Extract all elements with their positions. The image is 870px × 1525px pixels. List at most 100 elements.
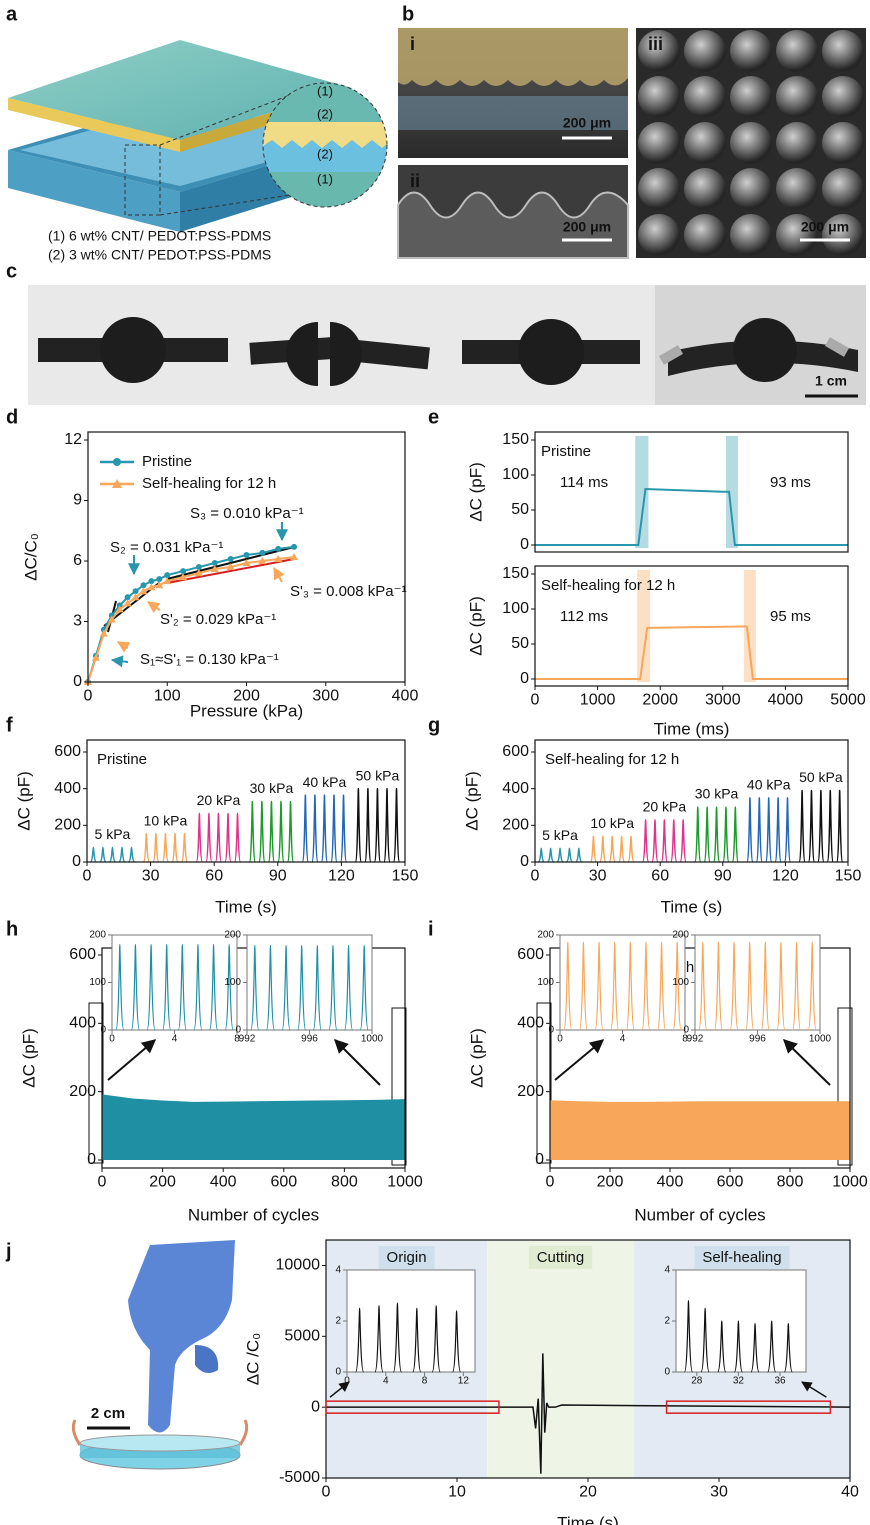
peak xyxy=(774,797,782,863)
y-tick-label: 50 xyxy=(511,501,529,518)
x-tick-label: 60 xyxy=(205,868,223,885)
x-tick-label: 1000 xyxy=(580,692,616,709)
zoom-arrow xyxy=(329,1381,350,1398)
y-tick-label: 200 xyxy=(89,930,106,941)
peak xyxy=(703,806,711,863)
sem-label: iii xyxy=(648,34,663,54)
y-tick-label: 100 xyxy=(224,977,241,988)
y-tick-label: 0 xyxy=(100,1025,106,1036)
x-tick-label: 150 xyxy=(835,868,862,885)
plot-frame xyxy=(86,739,406,863)
annotation: S₃ = 0.010 kPa⁻¹ xyxy=(190,505,304,522)
y-tick-label: 10000 xyxy=(276,1257,321,1274)
marker xyxy=(227,555,234,562)
peak xyxy=(311,794,319,863)
y-tick-label: 200 xyxy=(69,1083,96,1100)
peak xyxy=(89,846,98,863)
x-tick-label: 90 xyxy=(714,868,732,885)
top-plate xyxy=(8,40,352,140)
peak xyxy=(746,797,754,863)
x-tick-label: 0 xyxy=(83,868,92,885)
x-tick-label: 5000 xyxy=(830,692,866,709)
x-tick-label: 1000 xyxy=(387,1174,423,1191)
panel-label: c xyxy=(6,260,17,282)
inset-peak xyxy=(392,1302,403,1373)
legend-label: Pristine xyxy=(142,453,192,470)
y-tick-label: 3 xyxy=(73,613,82,630)
peak xyxy=(248,800,257,863)
x-tick-label: 0 xyxy=(84,688,93,705)
y-tick-label: 150 xyxy=(502,431,529,448)
y-tick-label: 200 xyxy=(224,930,241,941)
marker xyxy=(91,653,100,661)
transition-shade xyxy=(726,436,738,548)
inset-peak xyxy=(745,941,755,1031)
marker xyxy=(148,578,155,585)
series-line xyxy=(535,625,848,680)
x-tick-label: 200 xyxy=(597,1174,624,1191)
region-label-box xyxy=(694,1245,790,1269)
inset-peak xyxy=(374,1305,384,1373)
annotation: 114 ms xyxy=(560,474,608,491)
inset-peak xyxy=(760,941,770,1031)
y-tick-label: 400 xyxy=(517,1015,544,1032)
x-tick-label: 8 xyxy=(234,1034,240,1045)
marker xyxy=(274,554,283,562)
peak xyxy=(712,806,721,863)
peak xyxy=(798,789,806,863)
inset-peak xyxy=(656,941,667,1031)
area xyxy=(102,1094,405,1160)
transition-shade xyxy=(743,570,756,682)
inset-peak xyxy=(265,944,276,1031)
y-tick-label: 200 xyxy=(672,930,689,941)
inset-peak xyxy=(115,943,125,1031)
x-axis-label: Pressure (kPa) xyxy=(190,701,303,720)
inset-peak xyxy=(162,943,172,1031)
peak xyxy=(108,846,117,863)
marker xyxy=(275,545,282,552)
x-axis-label: Time (s) xyxy=(661,897,723,916)
peak xyxy=(651,819,659,863)
inset-peak xyxy=(343,944,354,1031)
inset-frame xyxy=(694,934,821,1031)
peak xyxy=(286,800,295,863)
x-axis-label: Number of cycles xyxy=(188,1205,319,1224)
annotation: 93 ms xyxy=(770,474,811,491)
scale-bar-label: 200 μm xyxy=(563,219,611,235)
marker xyxy=(140,582,147,589)
sem-label: ii xyxy=(410,171,420,191)
marker xyxy=(194,569,203,577)
annotation: S₂ = 0.031 kPa⁻¹ xyxy=(110,539,223,556)
marker xyxy=(163,577,172,585)
schematic xyxy=(8,40,388,232)
peak xyxy=(589,835,598,863)
plot-frame xyxy=(534,431,849,553)
inset-peak xyxy=(130,943,141,1031)
y-axis-label: ΔC (pF) xyxy=(466,596,485,656)
y-tick-label: 2 xyxy=(664,1316,670,1327)
marker xyxy=(164,572,171,579)
legend-text: (1) 6 wt% CNT/ PEDOT:PSS-PDMS xyxy=(48,228,271,244)
marker xyxy=(195,564,202,571)
x-tick-label: 0 xyxy=(344,1376,350,1387)
x-tick-label: 992 xyxy=(687,1034,704,1045)
layer-label: (1) xyxy=(317,171,333,186)
y-tick-label: 400 xyxy=(69,1015,96,1032)
y-tick-label: 0 xyxy=(520,853,529,870)
x-tick-label: 8 xyxy=(682,1034,688,1045)
series-label: 30 kPa xyxy=(250,780,294,796)
x-tick-label: 4 xyxy=(620,1034,626,1045)
peak xyxy=(320,794,329,863)
panel-label: b xyxy=(402,3,414,25)
x-tick-label: 12 xyxy=(458,1376,470,1387)
peak xyxy=(171,832,179,863)
y-tick-label: 600 xyxy=(69,946,96,963)
area xyxy=(550,1100,850,1160)
x-tick-label: 36 xyxy=(774,1376,786,1387)
inset-peak xyxy=(328,944,338,1031)
inset-peak xyxy=(563,941,573,1031)
layer-label: (2) xyxy=(317,146,333,161)
annotation: 112 ms xyxy=(560,608,608,625)
x-tick-label: 600 xyxy=(717,1174,744,1191)
inset-peak xyxy=(729,941,739,1031)
